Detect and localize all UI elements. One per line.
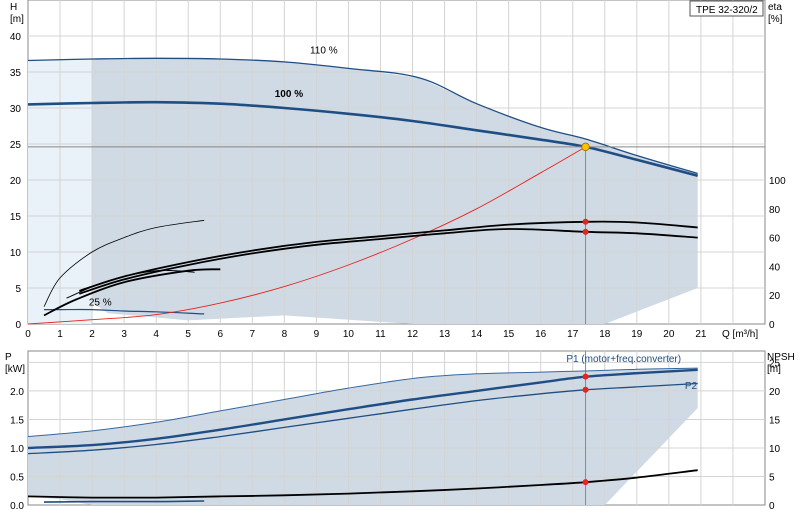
axis-title-part: eta xyxy=(768,2,782,13)
y-tick-label: 5 xyxy=(15,284,21,295)
power-curve-2 xyxy=(27,367,698,438)
x-tick-label: 2 xyxy=(89,329,95,340)
x-axis-title: Q [m³/h] xyxy=(722,329,758,340)
x-tick-label: 9 xyxy=(314,329,320,340)
power-tick-label: 2.0 xyxy=(10,387,24,398)
power-tick-label: 0.0 xyxy=(10,501,24,512)
x-tick-label: 1 xyxy=(57,329,63,340)
power-tick-label: 1.0 xyxy=(10,444,24,455)
eta-tick-label: 100 xyxy=(769,176,786,187)
npsh-tick-label: 10 xyxy=(769,444,781,455)
y-axis-title: H [m] xyxy=(10,2,24,25)
x-tick-label: 18 xyxy=(599,329,611,340)
x-tick-label: 3 xyxy=(121,329,127,340)
power-tick-label: 1.5 xyxy=(10,415,24,426)
eta-tick-label: 40 xyxy=(769,262,781,273)
y-tick-label: 10 xyxy=(10,248,22,259)
x-tick-label: 20 xyxy=(663,329,675,340)
eta-tick-label: 60 xyxy=(769,234,781,245)
y-tick-label: 25 xyxy=(10,140,22,151)
axis-title-part: [m] xyxy=(767,364,781,375)
power-point-marker xyxy=(582,373,589,380)
curve-label: 25 % xyxy=(89,297,112,308)
axis-title-part: [m] xyxy=(10,14,24,25)
efficiency-point-marker xyxy=(582,218,589,225)
y-tick-label: 35 xyxy=(10,68,22,79)
curve-efficiency-6 xyxy=(43,268,221,317)
power-tick-label: 0.5 xyxy=(10,472,24,483)
eta-tick-label: 0 xyxy=(769,320,775,331)
x-tick-label: 15 xyxy=(503,329,515,340)
y-tick-label: 20 xyxy=(10,176,22,187)
npsh-tick-label: 15 xyxy=(769,415,781,426)
axis-title-part: [kW] xyxy=(5,364,25,375)
x-tick-label: 4 xyxy=(153,329,159,340)
eta-tick-label: 80 xyxy=(769,205,781,216)
curve-efficiency-5 xyxy=(79,228,698,295)
curve-head-0 xyxy=(27,57,698,175)
eta-axis-title: eta [%] xyxy=(768,2,783,25)
axis-title-part: P xyxy=(5,352,12,363)
curve-label: 110 % xyxy=(310,45,338,56)
power-point-marker xyxy=(582,386,589,393)
power-axis-title: P [kW] xyxy=(5,352,25,375)
axis-title-part: [%] xyxy=(768,14,783,25)
power-curve-3 xyxy=(43,500,205,503)
curve-label: 100 % xyxy=(275,89,303,100)
npsh-tick-label: 0 xyxy=(769,501,775,512)
axis-title-part: H xyxy=(10,2,17,13)
x-tick-label: 11 xyxy=(375,329,386,340)
axis-title-part: NPSH xyxy=(767,352,795,363)
x-tick-label: 12 xyxy=(407,329,419,340)
x-tick-label: 13 xyxy=(439,329,451,340)
power-curve-label: P1 (motor+freq.converter) xyxy=(566,354,681,365)
operating-range-area xyxy=(28,58,698,325)
power-range-area xyxy=(28,368,698,505)
power-curve-label: P2 xyxy=(685,381,698,392)
eta-tick-label: 20 xyxy=(769,291,781,302)
x-tick-label: 10 xyxy=(343,329,355,340)
npsh-tick-label: 25 xyxy=(769,358,781,369)
curve-efficiency-4 xyxy=(79,220,698,292)
x-tick-label: 16 xyxy=(535,329,547,340)
x-tick-label: 19 xyxy=(631,329,643,340)
curve-head-2 xyxy=(43,308,205,315)
title-box xyxy=(689,0,764,17)
y-tick-label: 40 xyxy=(10,32,22,43)
x-tick-label: 7 xyxy=(250,329,256,340)
x-tick-label: 14 xyxy=(471,329,483,340)
power-point-marker xyxy=(582,479,589,486)
x-tick-label: 8 xyxy=(282,329,288,340)
curve-efficiency-7 xyxy=(66,269,195,299)
npsh-axis-title: NPSH [m] xyxy=(767,352,795,375)
x-tick-label: 6 xyxy=(217,329,223,340)
y-tick-label: 30 xyxy=(10,104,22,115)
y-tick-label: 0 xyxy=(15,320,21,331)
curve-efficiency-8 xyxy=(43,219,205,307)
x-tick-label: 0 xyxy=(25,329,31,340)
chart-title: TPE 32-320/2 xyxy=(696,5,758,16)
x-tick-label: 17 xyxy=(567,329,579,340)
efficiency-point-marker xyxy=(582,228,589,235)
y-tick-label: 15 xyxy=(10,212,22,223)
x-tick-label: 21 xyxy=(695,329,707,340)
npsh-tick-label: 5 xyxy=(769,472,775,483)
duty-point-marker xyxy=(581,142,590,152)
curve-system-3 xyxy=(27,146,586,325)
x-tick-label: 5 xyxy=(185,329,191,340)
npsh-tick-label: 20 xyxy=(769,387,781,398)
